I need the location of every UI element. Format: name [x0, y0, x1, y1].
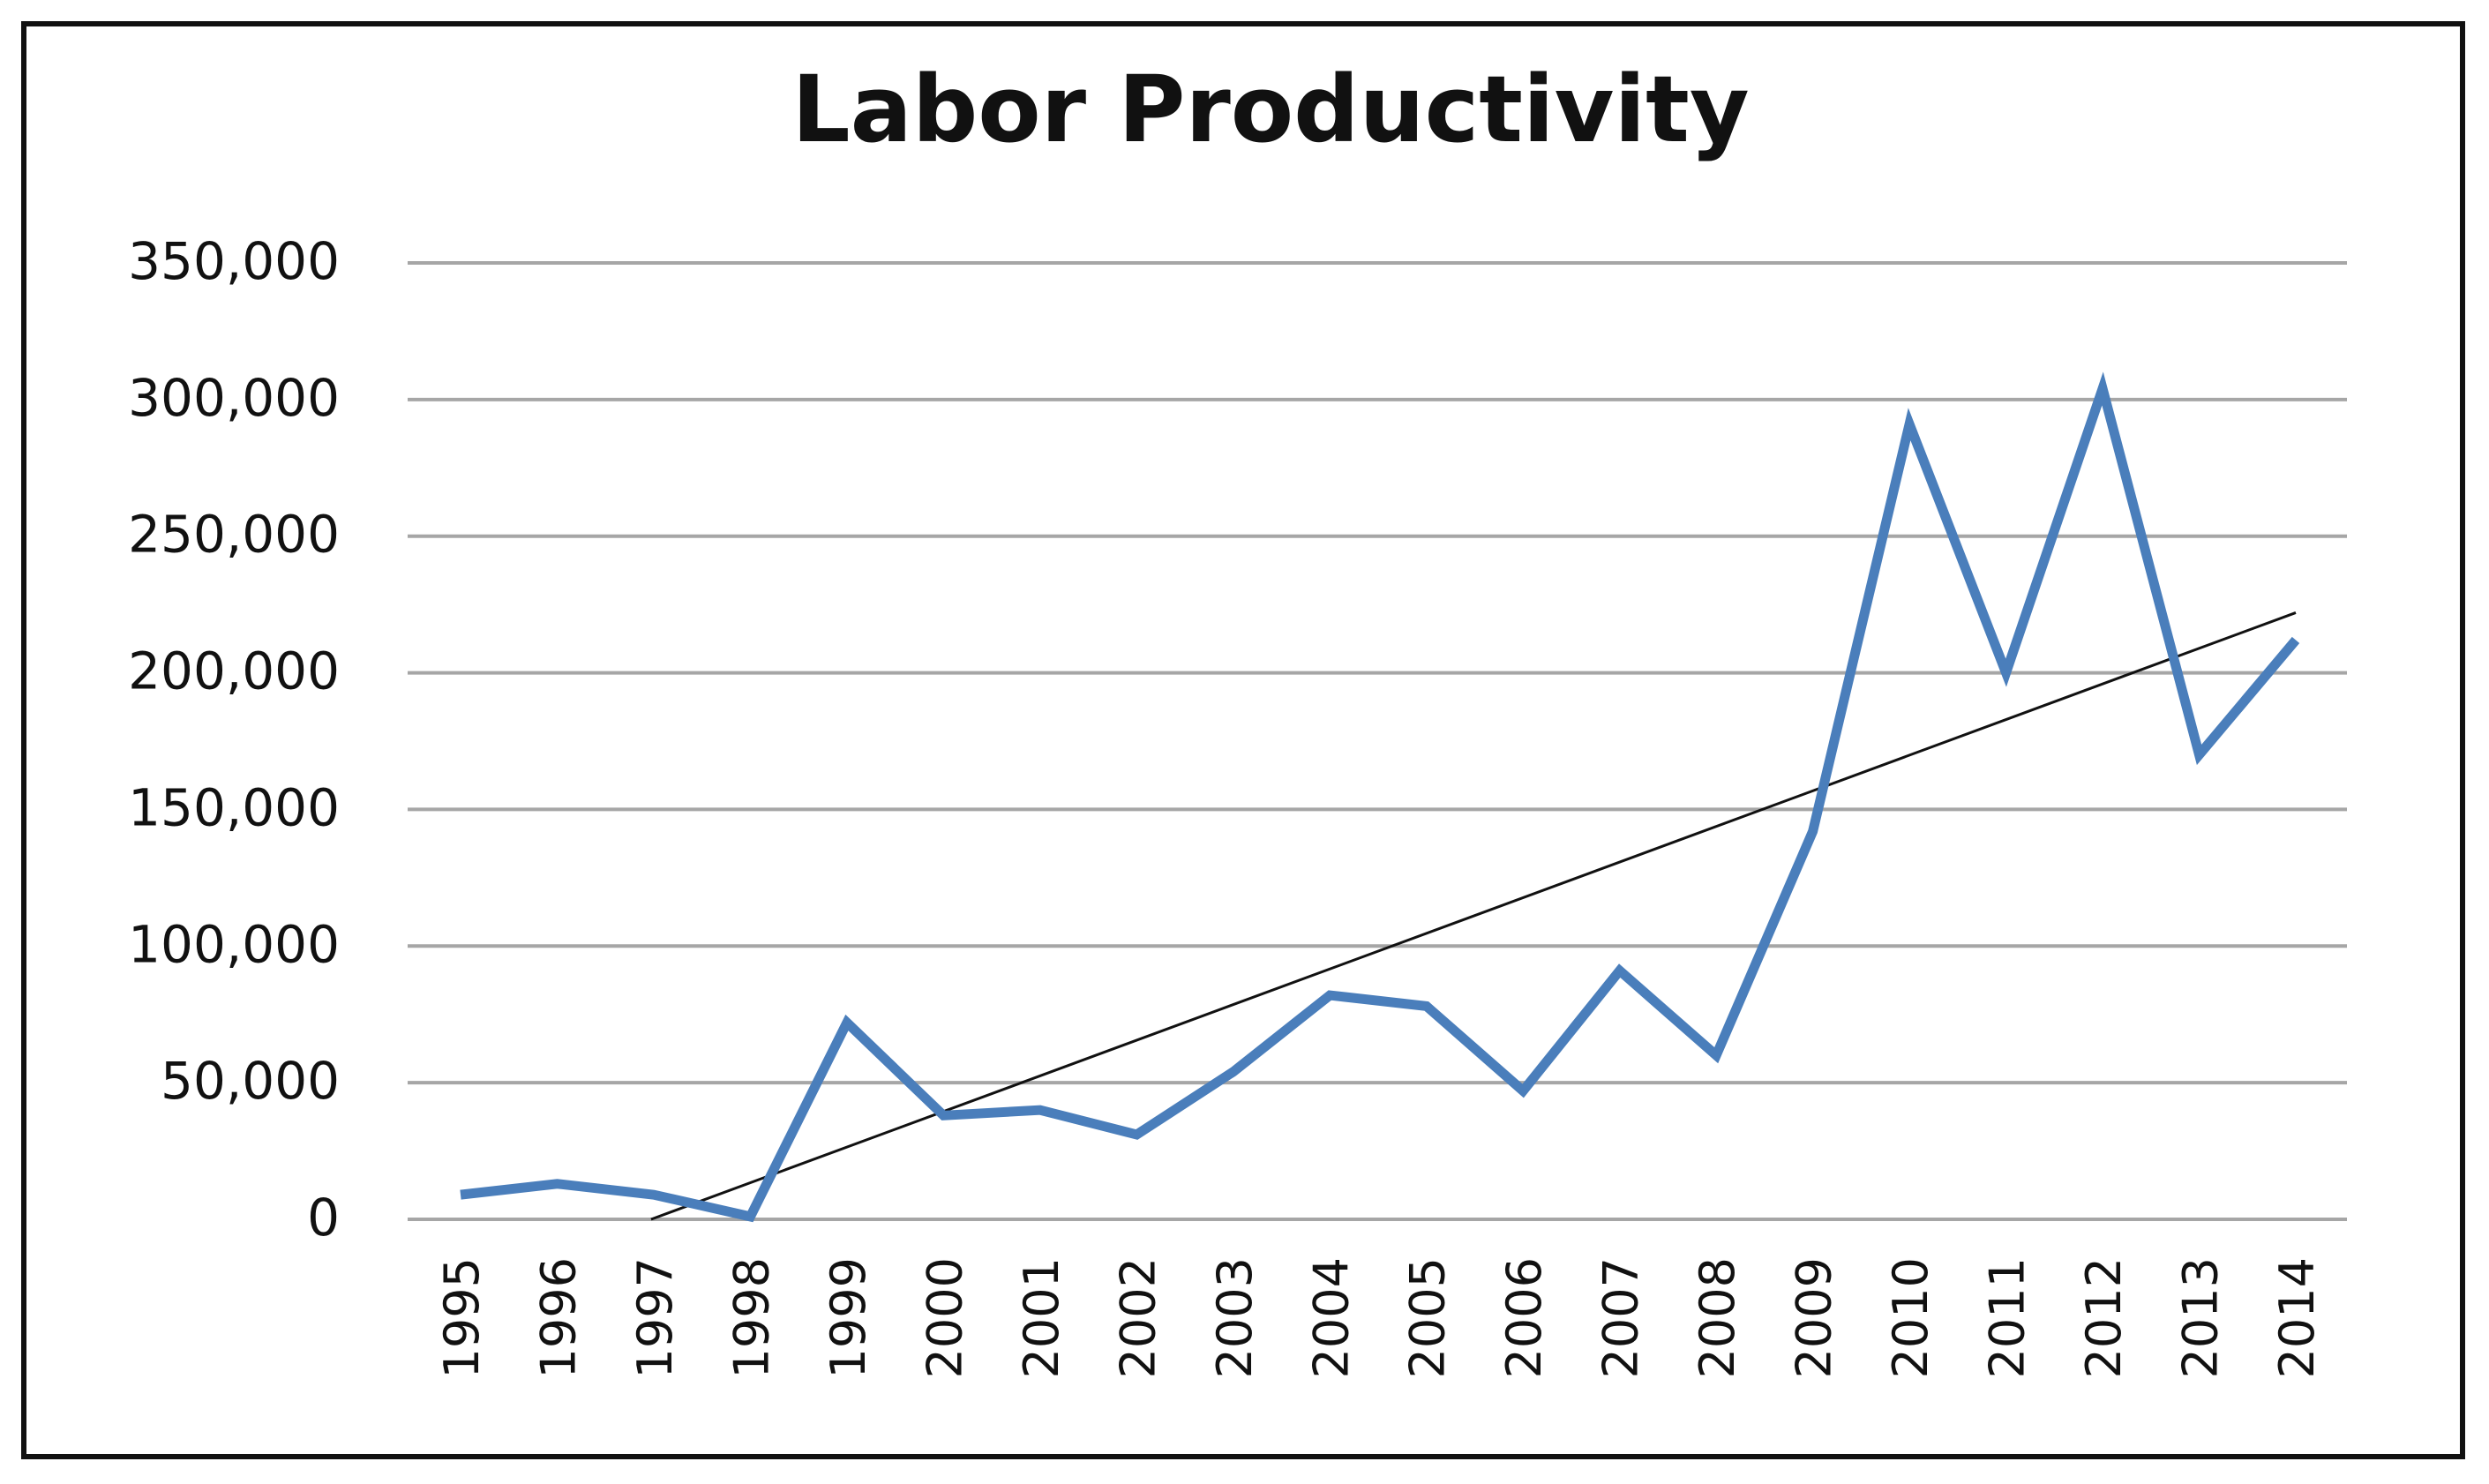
y-tick-label: 0 — [307, 1188, 340, 1248]
x-tick-label: 1995 — [434, 1257, 490, 1378]
x-tick-label: 2008 — [1690, 1257, 1745, 1378]
x-tick-label: 2010 — [1883, 1257, 1938, 1378]
data-point — [1812, 830, 1814, 832]
data-point — [1233, 1071, 1234, 1073]
x-tick-label: 2013 — [2173, 1257, 2229, 1378]
x-tick-label: 2005 — [1400, 1257, 1456, 1378]
x-tick-label: 1999 — [821, 1257, 876, 1378]
y-tick-label: 100,000 — [128, 914, 340, 974]
y-tick-label: 250,000 — [128, 505, 340, 565]
x-tick-label: 2001 — [1014, 1257, 1069, 1378]
trendline — [650, 611, 2297, 1221]
data-point — [2005, 672, 2007, 674]
x-tick-label: 2003 — [1207, 1257, 1263, 1378]
x-tick-label: 1996 — [530, 1257, 586, 1378]
y-axis-ticks: 0 50,000 100,000 150,000 200,000 250,000 300,0… — [128, 231, 340, 1248]
trendline-layer — [650, 611, 2297, 1221]
x-tick-label: 2007 — [1593, 1257, 1649, 1378]
data-point — [1039, 1109, 1041, 1111]
x-tick-label: 2014 — [2269, 1257, 2325, 1378]
data-point — [846, 1022, 848, 1023]
data-point — [2199, 753, 2200, 755]
data-point — [2295, 639, 2297, 641]
x-tick-label: 2012 — [2076, 1257, 2132, 1378]
data-point — [749, 1216, 751, 1218]
x-tick-label: 2011 — [1980, 1257, 2035, 1378]
x-tick-label: 2006 — [1496, 1257, 1552, 1378]
y-tick-label: 300,000 — [128, 368, 340, 428]
data-point — [942, 1114, 944, 1116]
x-axis-ticks: 1995 1996 1997 1998 1999 2000 2001 2002 2003 2004… — [434, 1257, 2325, 1378]
x-tick-label: 2002 — [1110, 1257, 1166, 1378]
data-point — [1522, 1090, 1524, 1091]
data-point — [1619, 970, 1621, 971]
x-tick-label: 2000 — [917, 1257, 972, 1378]
data-point — [1329, 994, 1331, 996]
x-tick-label: 2004 — [1303, 1257, 1359, 1378]
data-point — [556, 1183, 558, 1185]
series-layer — [460, 371, 2300, 1223]
data-point — [1426, 1005, 1428, 1007]
data-point — [653, 1194, 655, 1195]
y-tick-label: 50,000 — [161, 1051, 340, 1111]
y-tick-label: 200,000 — [128, 641, 340, 701]
data-point — [460, 1194, 461, 1195]
data-point — [1908, 423, 1910, 425]
data-point — [1715, 1054, 1717, 1056]
x-tick-label: 1997 — [627, 1257, 683, 1378]
series-line — [460, 371, 2300, 1223]
gridlines — [408, 261, 2347, 1221]
x-tick-label: 2009 — [1787, 1257, 1842, 1378]
chart-title: Labor Productivity — [791, 56, 1749, 163]
y-tick-label: 150,000 — [128, 777, 340, 837]
x-tick-label: 1998 — [723, 1257, 779, 1378]
y-tick-label: 350,000 — [128, 231, 340, 291]
data-point — [2102, 387, 2103, 389]
data-point — [1136, 1134, 1137, 1135]
